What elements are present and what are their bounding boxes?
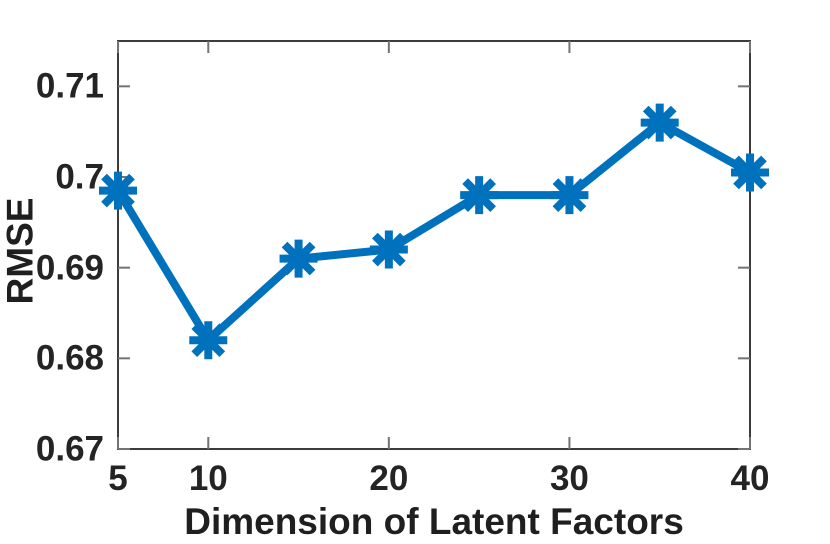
rmse-line [114, 118, 752, 345]
y-axis-label: RMSE [0, 197, 41, 305]
x-tick-label: 40 [730, 459, 770, 498]
y-tick-label: 0.67 [35, 429, 104, 469]
data-point-marker [640, 103, 679, 142]
y-tick-label: 0.69 [35, 248, 104, 288]
data-point-marker [369, 230, 408, 269]
x-tick-label: 5 [108, 459, 128, 498]
x-tick-label: 30 [549, 459, 589, 498]
data-point-marker [460, 176, 499, 215]
data-point-marker [279, 239, 318, 278]
data-point-marker [99, 171, 137, 210]
data-point-marker [189, 321, 228, 360]
x-axis-label: Dimension of Latent Factors [184, 501, 684, 542]
y-tick-label: 0.71 [35, 66, 104, 106]
x-tick-label: 10 [188, 459, 228, 498]
data-point-marker [550, 176, 589, 215]
axes-box [117, 40, 751, 450]
x-tick-label: 20 [369, 459, 409, 498]
y-tick-label: 0.68 [35, 338, 104, 378]
y-tick-label: 0.7 [55, 157, 104, 197]
data-point-marker [731, 153, 769, 192]
